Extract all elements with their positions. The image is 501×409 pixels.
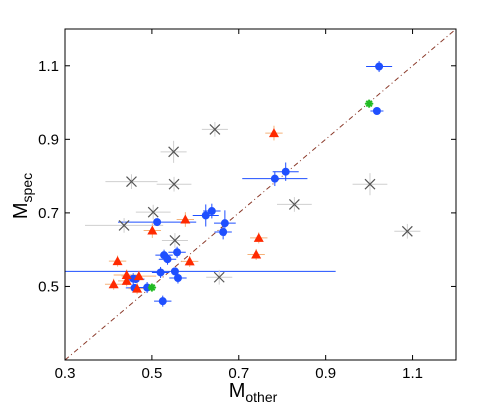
circle-marker xyxy=(170,267,179,276)
data-markers xyxy=(108,62,413,306)
triangle-marker xyxy=(121,275,132,285)
y-tick-label: 0.7 xyxy=(38,205,59,222)
x-marker xyxy=(288,199,300,210)
x-tick-label: 0.3 xyxy=(55,365,76,382)
circle-marker xyxy=(281,167,290,176)
circle-marker xyxy=(270,174,279,183)
circle-marker xyxy=(153,218,162,227)
x-tick-label: 0.9 xyxy=(315,365,336,382)
triangle-marker xyxy=(251,249,262,259)
x-marker xyxy=(169,235,181,246)
circle-marker xyxy=(201,211,210,220)
x-marker xyxy=(126,176,137,188)
y-tick-label: 1.1 xyxy=(38,58,59,75)
triangle-marker xyxy=(112,256,123,266)
star-marker xyxy=(365,99,374,108)
circle-marker xyxy=(163,255,172,264)
circle-marker xyxy=(207,207,216,216)
x-marker xyxy=(364,178,376,190)
circle-marker xyxy=(158,297,167,306)
x-tick-label: 0.7 xyxy=(228,365,249,382)
axis-ticks: 0.3 0.5 0.7 0.9 1.1 0.5 0.7 0.9 1.1 xyxy=(38,29,456,382)
x-tick-label: 0.5 xyxy=(141,365,162,382)
identity-reference-line xyxy=(65,29,456,360)
triangle-marker xyxy=(132,283,143,293)
x-marker xyxy=(401,225,413,237)
x-marker xyxy=(118,219,130,231)
x-marker xyxy=(147,206,159,218)
triangle-marker xyxy=(268,128,279,138)
circle-marker xyxy=(219,228,228,237)
circle-marker xyxy=(173,248,182,257)
x-marker xyxy=(213,271,225,283)
x-marker xyxy=(168,178,180,190)
triangle-marker xyxy=(121,270,132,280)
plot-frame xyxy=(64,28,457,361)
x-marker xyxy=(168,146,180,158)
triangle-marker xyxy=(147,225,158,235)
circle-marker xyxy=(375,62,384,71)
triangle-marker xyxy=(108,279,119,289)
circle-marker xyxy=(220,219,229,228)
x-tick-label: 1.1 xyxy=(402,365,423,382)
circle-marker xyxy=(173,273,182,282)
y-axis-label: Mspec xyxy=(10,173,35,219)
triangle-marker xyxy=(253,232,264,242)
circle-marker xyxy=(156,268,165,277)
x-marker xyxy=(209,123,221,135)
x-axis-label: Mother xyxy=(229,380,278,405)
y-tick-label: 0.9 xyxy=(38,131,59,148)
triangle-marker xyxy=(133,271,144,281)
y-tick-label: 0.5 xyxy=(38,278,59,295)
star-marker xyxy=(147,283,156,292)
reference-line xyxy=(65,29,456,360)
triangle-marker xyxy=(184,256,195,266)
triangle-marker xyxy=(180,214,191,224)
circle-marker xyxy=(372,107,381,116)
error-bars xyxy=(65,60,421,307)
